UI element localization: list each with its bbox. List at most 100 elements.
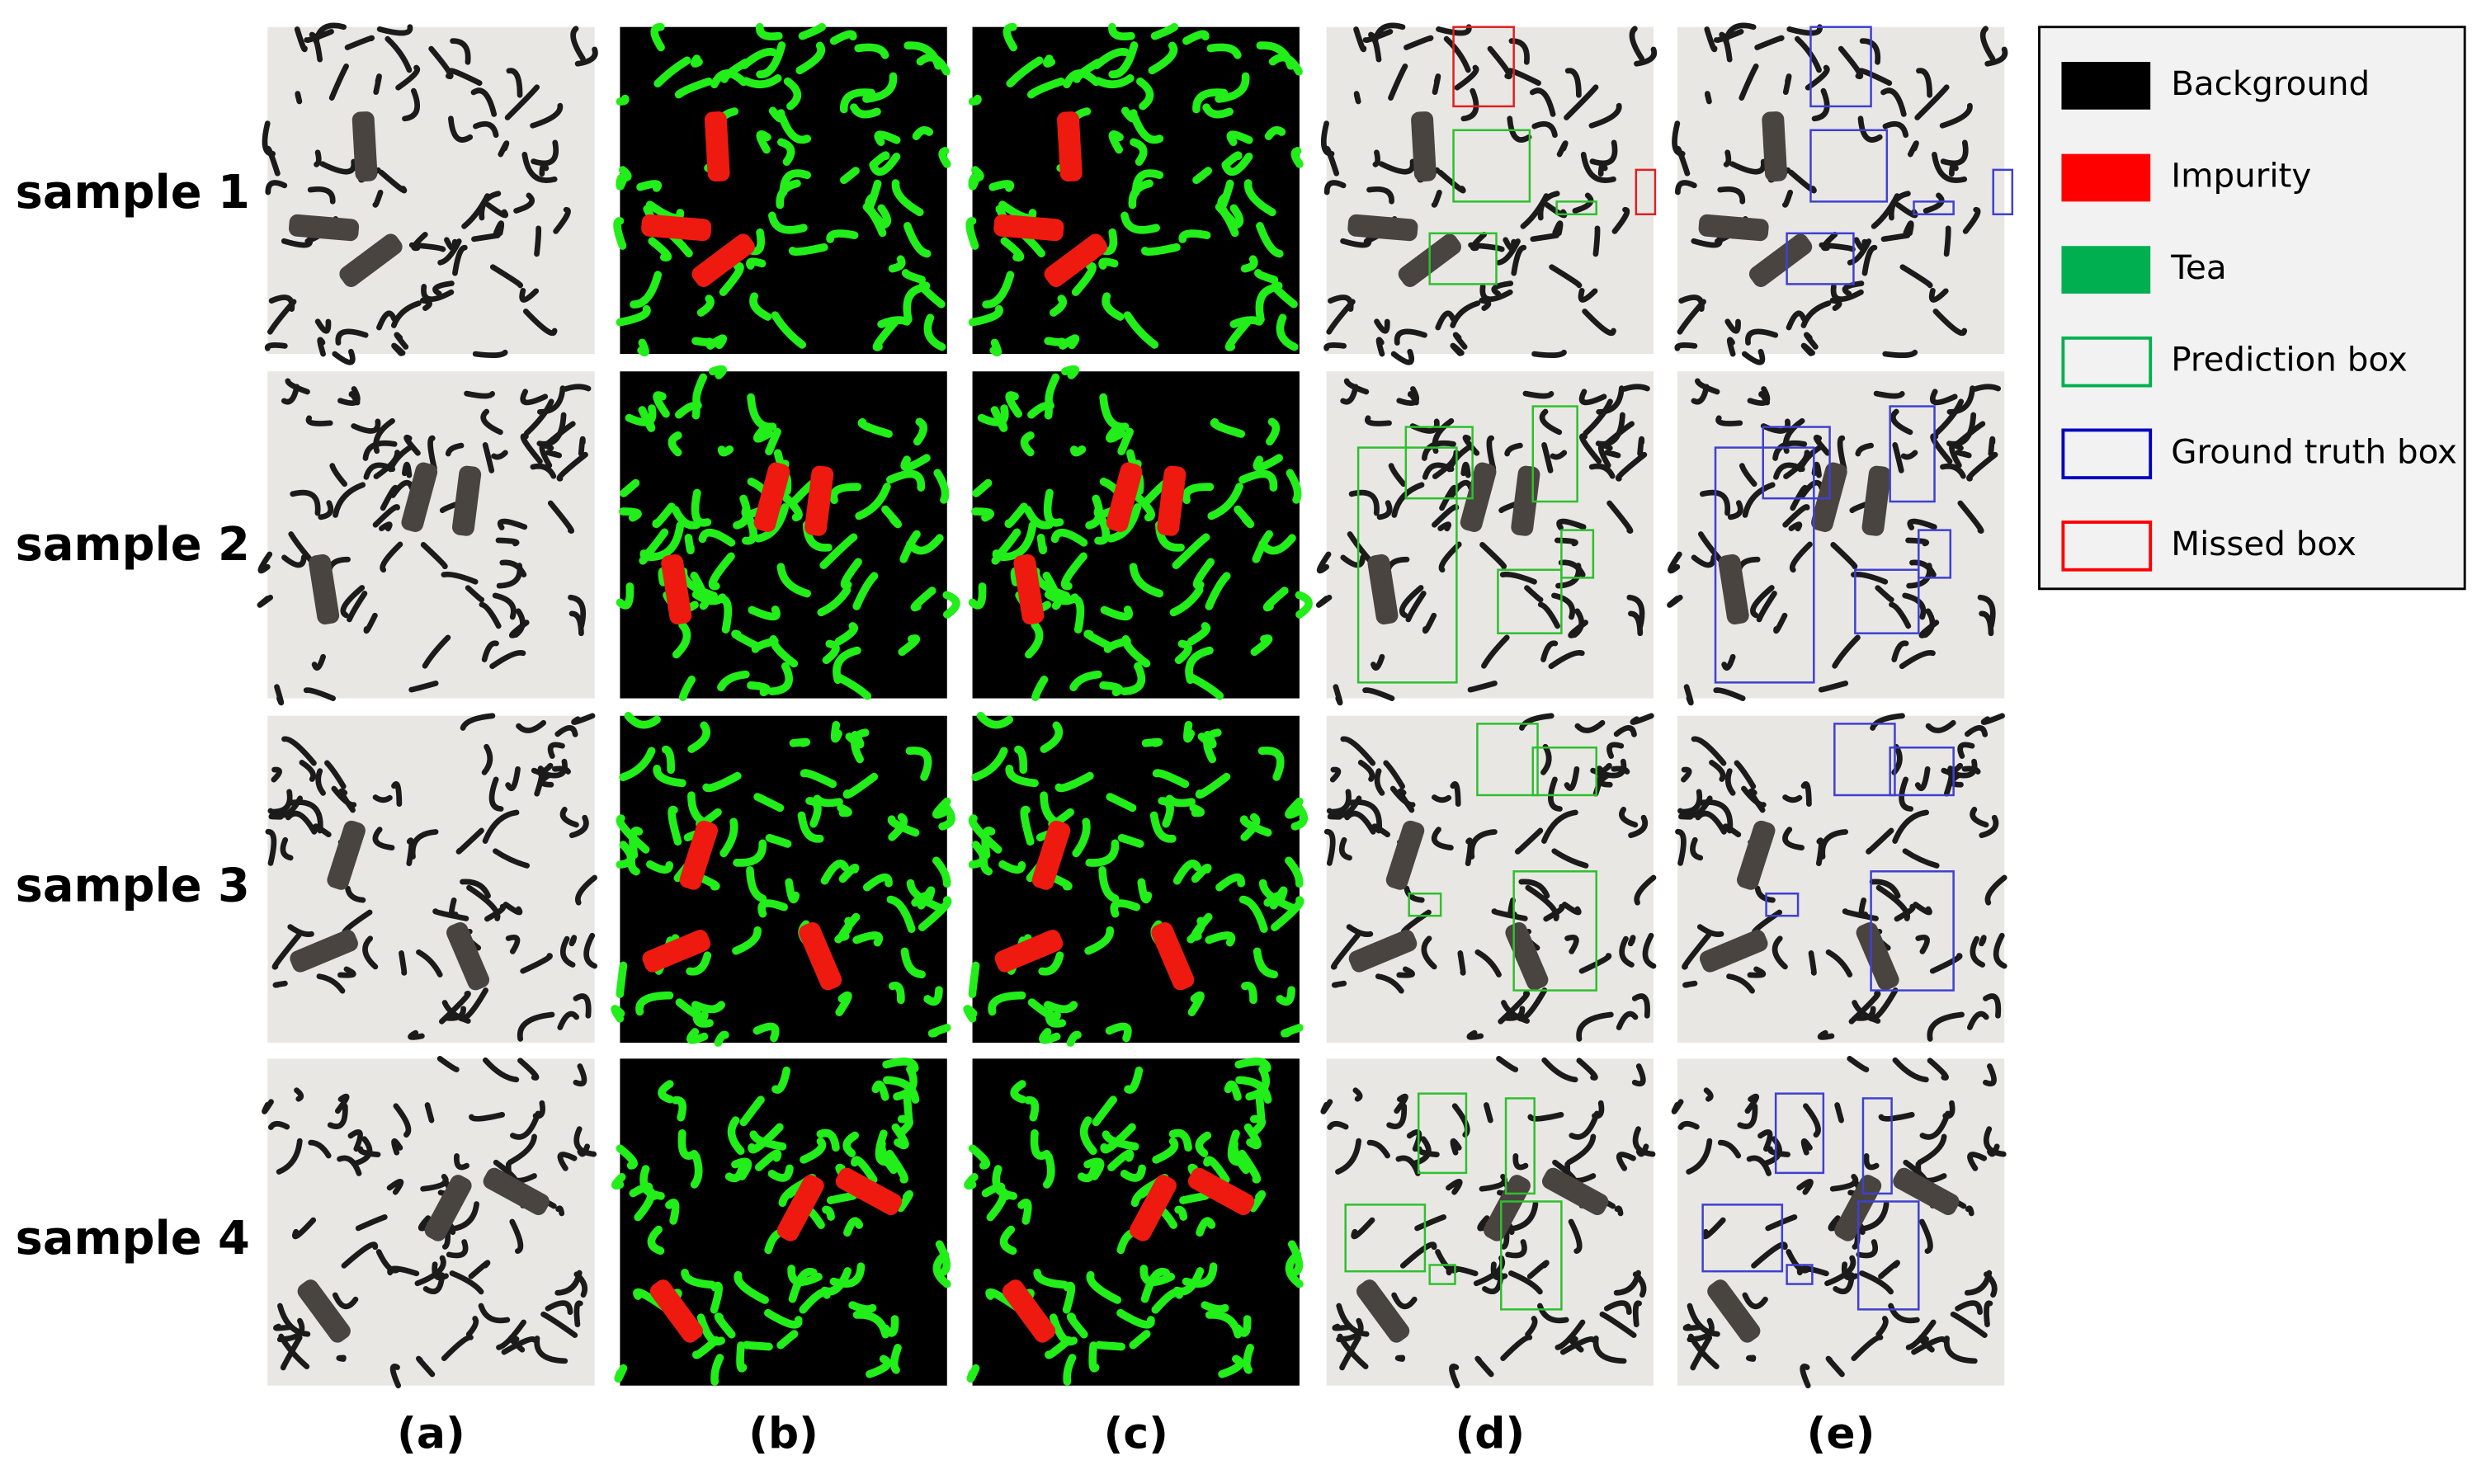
- leaf: [1026, 78, 1065, 99]
- leaf: [852, 931, 884, 947]
- leaf: [316, 973, 346, 994]
- leaf: [1344, 810, 1376, 835]
- leaf: [1040, 721, 1064, 753]
- leaf: [1918, 620, 1940, 638]
- impurity: [1002, 1279, 1056, 1343]
- leaf: [1838, 45, 1864, 80]
- leaf: [1266, 417, 1281, 446]
- leaf: [850, 1156, 878, 1184]
- leaf: [1050, 528, 1088, 547]
- leaf: [1454, 64, 1479, 91]
- leaf: [1950, 1311, 1988, 1338]
- leaf: [630, 271, 663, 309]
- leaf: [1603, 1300, 1632, 1316]
- leaf: [1606, 500, 1634, 534]
- impurity: [835, 1167, 903, 1216]
- leaf: [399, 950, 408, 976]
- leaf: [1491, 908, 1528, 921]
- leaf: [1043, 54, 1056, 68]
- impurity: [776, 1175, 824, 1241]
- panel-image: [613, 22, 951, 357]
- leaf: [1786, 24, 1823, 36]
- leaf: [1929, 389, 1958, 406]
- leaf: [1036, 533, 1047, 554]
- leaf: [482, 809, 520, 844]
- leaf: [292, 1217, 317, 1240]
- leaf: [1929, 953, 1963, 974]
- leaf: [705, 334, 728, 350]
- leaf: [1017, 1199, 1032, 1225]
- leaf: [765, 834, 792, 848]
- leaf: [323, 760, 347, 789]
- leaf: [710, 1281, 723, 1314]
- leaf: [1741, 348, 1766, 365]
- leaf: [920, 886, 936, 905]
- leaf: [1819, 829, 1849, 860]
- impurity: [424, 1175, 472, 1241]
- leaf: [1908, 559, 1937, 577]
- leaf: [373, 73, 382, 96]
- leaf: [1983, 1126, 2007, 1157]
- leaf: [505, 934, 521, 954]
- leaf: [531, 139, 559, 167]
- leaf: [420, 542, 448, 570]
- leaf: [1295, 591, 1313, 619]
- leaf: [817, 586, 852, 617]
- leaf: [830, 720, 842, 743]
- leaf: [545, 450, 562, 459]
- leaf: [1632, 1271, 1647, 1298]
- leaf: [444, 237, 458, 252]
- leaf: [495, 537, 520, 547]
- leaf: [1410, 1136, 1432, 1167]
- leaf: [611, 1005, 625, 1023]
- leaf: [1165, 794, 1196, 808]
- leaf: [1966, 451, 1998, 482]
- leaf: [1484, 1102, 1493, 1124]
- leaf: [932, 856, 951, 888]
- leaf: [839, 88, 875, 114]
- leaf: [436, 1055, 460, 1072]
- leaf: [1892, 442, 1904, 473]
- leaf: [315, 768, 326, 796]
- leaf: [1375, 337, 1385, 357]
- leaf: [1210, 417, 1246, 438]
- leaf: [746, 257, 767, 270]
- leaf: [559, 935, 576, 968]
- bounding-box: [1762, 426, 1831, 500]
- leaf: [756, 41, 786, 78]
- bounding-box: [1504, 1097, 1536, 1195]
- leaf: [1878, 1111, 1915, 1122]
- leaf: [1941, 758, 1978, 779]
- bounding-box: [1417, 1092, 1468, 1175]
- leaf: [1927, 1058, 1949, 1081]
- leaf: [932, 1251, 951, 1288]
- leaf: [408, 680, 439, 693]
- leaf: [1462, 434, 1480, 456]
- leaf: [466, 884, 501, 921]
- leaf: [488, 776, 504, 812]
- impurity: [1031, 820, 1071, 890]
- leaf: [1588, 102, 1622, 129]
- leaf: [1579, 433, 1602, 464]
- leaf: [539, 442, 554, 469]
- impurity: [679, 820, 719, 890]
- leaf: [891, 179, 924, 217]
- leaf: [508, 1335, 526, 1353]
- leaf: [1800, 1138, 1813, 1156]
- leaf: [1566, 1133, 1597, 1166]
- leaf: [1568, 1218, 1583, 1254]
- leaf: [916, 53, 951, 76]
- impurity: [993, 214, 1064, 242]
- leaf: [334, 1093, 350, 1114]
- leaf: [963, 1005, 978, 1023]
- leaf: [1202, 103, 1234, 119]
- leaf: [1491, 280, 1514, 297]
- leaf: [1256, 222, 1284, 258]
- impurity: [1106, 462, 1143, 532]
- leaf: [1550, 450, 1568, 460]
- leaf: [1405, 591, 1427, 623]
- leaf: [1782, 794, 1803, 803]
- leaf: [1699, 489, 1731, 516]
- bounding-box: [1512, 870, 1597, 992]
- leaf: [1253, 947, 1279, 979]
